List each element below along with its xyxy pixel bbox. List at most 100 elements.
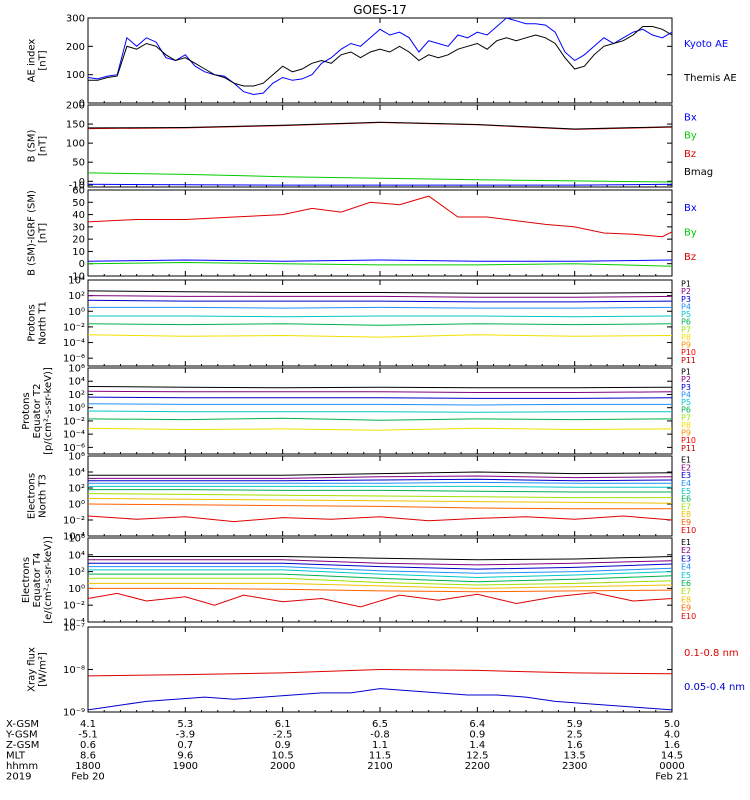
footer-value: 0.6 bbox=[80, 740, 96, 751]
legend-label: E7 bbox=[681, 587, 691, 596]
legend-label: P10 bbox=[681, 436, 696, 445]
footer-value: 1.1 bbox=[372, 740, 388, 751]
y-tick-label: 10⁻² bbox=[63, 601, 85, 612]
y-axis-label: [nT] bbox=[38, 50, 49, 70]
series-line-p2 bbox=[87, 390, 673, 393]
legend-label: P10 bbox=[681, 348, 696, 357]
footer-row-label: hhmm bbox=[6, 761, 38, 772]
legend-label: P9 bbox=[681, 341, 691, 350]
legend-label: E2 bbox=[681, 463, 691, 472]
y-tick-label: 10⁻⁸ bbox=[63, 665, 85, 676]
series-line-p8 bbox=[87, 334, 673, 338]
y-tick-label: 60 bbox=[72, 186, 85, 197]
series-line-e8 bbox=[88, 582, 673, 589]
series-line-0-05-0-4-nm bbox=[87, 688, 673, 711]
footer-row-label: Z-GSM bbox=[6, 740, 39, 751]
footer-value: 1800 bbox=[75, 761, 100, 772]
legend-label: P4 bbox=[681, 302, 691, 311]
footer-value: -5.1 bbox=[78, 730, 98, 741]
footer-value: 1900 bbox=[173, 761, 198, 772]
series-line-e7 bbox=[87, 493, 672, 499]
y-axis-label: [W/m²] bbox=[38, 652, 49, 687]
footer-value: 13.5 bbox=[564, 751, 586, 762]
legend-label: E4 bbox=[681, 563, 691, 572]
panel-p_t2: 10⁻⁶ 10⁻⁴ 10⁻² 10⁰ 10² 10⁴ 10⁶ Protons Equator T… bbox=[21, 364, 696, 455]
y-axis-label: B (SM) bbox=[27, 129, 38, 162]
series-line-by bbox=[87, 172, 673, 183]
y-axis-label: Electrons bbox=[27, 473, 38, 519]
legend-label: Themis AE bbox=[683, 73, 737, 84]
legend-label: E5 bbox=[681, 487, 691, 496]
legend-label: P1 bbox=[681, 367, 691, 376]
y-axis-label: North T3 bbox=[38, 474, 49, 518]
footer-value: 2300 bbox=[562, 761, 587, 772]
series-line-e9 bbox=[88, 587, 673, 593]
y-tick-label: 10⁻⁴ bbox=[63, 338, 85, 349]
y-axis-label: [nT] bbox=[38, 136, 49, 156]
footer-value: -3.9 bbox=[176, 730, 196, 741]
footer-value: 2100 bbox=[367, 761, 392, 772]
series-line-e10 bbox=[87, 515, 673, 523]
y-axis-label: Equator T4 bbox=[32, 553, 43, 608]
legend-label: Bx bbox=[684, 112, 697, 123]
series-line-e6 bbox=[88, 573, 673, 583]
series-line-p5 bbox=[87, 410, 672, 413]
footer-value: 2200 bbox=[465, 761, 490, 772]
y-axis-label: [e/(cm²-s-sr-keV)] bbox=[43, 536, 54, 624]
legend-label: Bx bbox=[684, 203, 697, 214]
series-line-p6 bbox=[87, 417, 673, 421]
panel-ae: 0 100 200 300 AE index [nT] Kyoto AE Themis AE bbox=[27, 14, 737, 110]
y-tick-label: 40 bbox=[72, 210, 85, 221]
y-tick-label: 10⁴ bbox=[68, 468, 85, 479]
y-tick-label: 10⁻⁴ bbox=[63, 618, 85, 629]
y-tick-label: 50 bbox=[72, 198, 85, 209]
y-tick-label: -10 bbox=[69, 272, 85, 283]
y-tick-label: 10⁶ bbox=[68, 534, 85, 545]
legend-label: P3 bbox=[681, 383, 691, 392]
y-tick-label: 10⁻⁷ bbox=[63, 623, 85, 634]
series-line-bx bbox=[87, 259, 673, 262]
figure-title: GOES-17 bbox=[353, 3, 407, 17]
legend-label: E7 bbox=[681, 502, 691, 511]
footer-value: -0.8 bbox=[370, 730, 390, 741]
legend-label: E4 bbox=[681, 479, 691, 488]
series-line-e1 bbox=[88, 471, 673, 476]
series-line-e3 bbox=[88, 478, 673, 482]
y-tick-label: 300 bbox=[66, 14, 85, 25]
footer-value: 11.5 bbox=[369, 751, 391, 762]
y-axis-label: AE index bbox=[27, 39, 38, 83]
y-tick-label: 10⁻⁴ bbox=[63, 532, 85, 543]
footer-value: 8.6 bbox=[80, 751, 96, 762]
y-tick-label: 10⁻² bbox=[63, 516, 85, 527]
legend-label: E6 bbox=[681, 579, 691, 588]
footer-value: 6.5 bbox=[372, 719, 388, 730]
series-line-bmag bbox=[87, 121, 673, 130]
legend-label: P6 bbox=[681, 406, 691, 415]
legend-label: P8 bbox=[681, 421, 691, 430]
series-line-p4 bbox=[87, 403, 672, 406]
panel-frame bbox=[87, 537, 673, 623]
y-tick-label: 10⁶ bbox=[68, 452, 85, 463]
y-tick-label: 10² bbox=[68, 390, 85, 401]
y-tick-label: 10⁰ bbox=[68, 500, 85, 511]
footer-row-label: MLT bbox=[6, 751, 26, 762]
series-line-e4 bbox=[88, 481, 672, 484]
y-axis-label: Equator T2 bbox=[32, 384, 43, 439]
y-tick-label: 10⁻⁶ bbox=[63, 443, 85, 454]
panel-e_t4: 10⁻⁴ 10⁻² 10⁰ 10² 10⁴ 10⁶ Electrons Equator T4[… bbox=[21, 534, 696, 629]
y-axis-label: Protons bbox=[27, 304, 38, 341]
y-tick-label: 30 bbox=[72, 222, 85, 233]
legend-label: P4 bbox=[681, 390, 691, 399]
legend-label: E1 bbox=[681, 456, 691, 465]
footer-row-label: X-GSM bbox=[6, 719, 39, 730]
series-line-e2 bbox=[88, 559, 673, 566]
legend-label: E5 bbox=[681, 571, 691, 580]
legend-label: 0.05-0.4 nm bbox=[684, 682, 745, 693]
y-tick-label: 10⁻⁹ bbox=[63, 708, 85, 719]
legend-label: E10 bbox=[681, 526, 696, 535]
legend-label: P5 bbox=[681, 310, 691, 319]
footer-value: 5.3 bbox=[177, 719, 193, 730]
